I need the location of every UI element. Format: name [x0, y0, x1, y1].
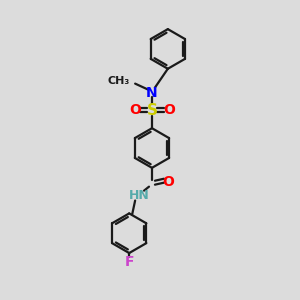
Text: O: O [162, 175, 174, 189]
Text: S: S [146, 103, 158, 118]
Text: CH₃: CH₃ [108, 76, 130, 85]
Text: F: F [124, 255, 134, 269]
Text: O: O [129, 103, 141, 117]
Text: HN: HN [129, 189, 149, 202]
Text: N: N [146, 85, 158, 100]
Text: O: O [163, 103, 175, 117]
